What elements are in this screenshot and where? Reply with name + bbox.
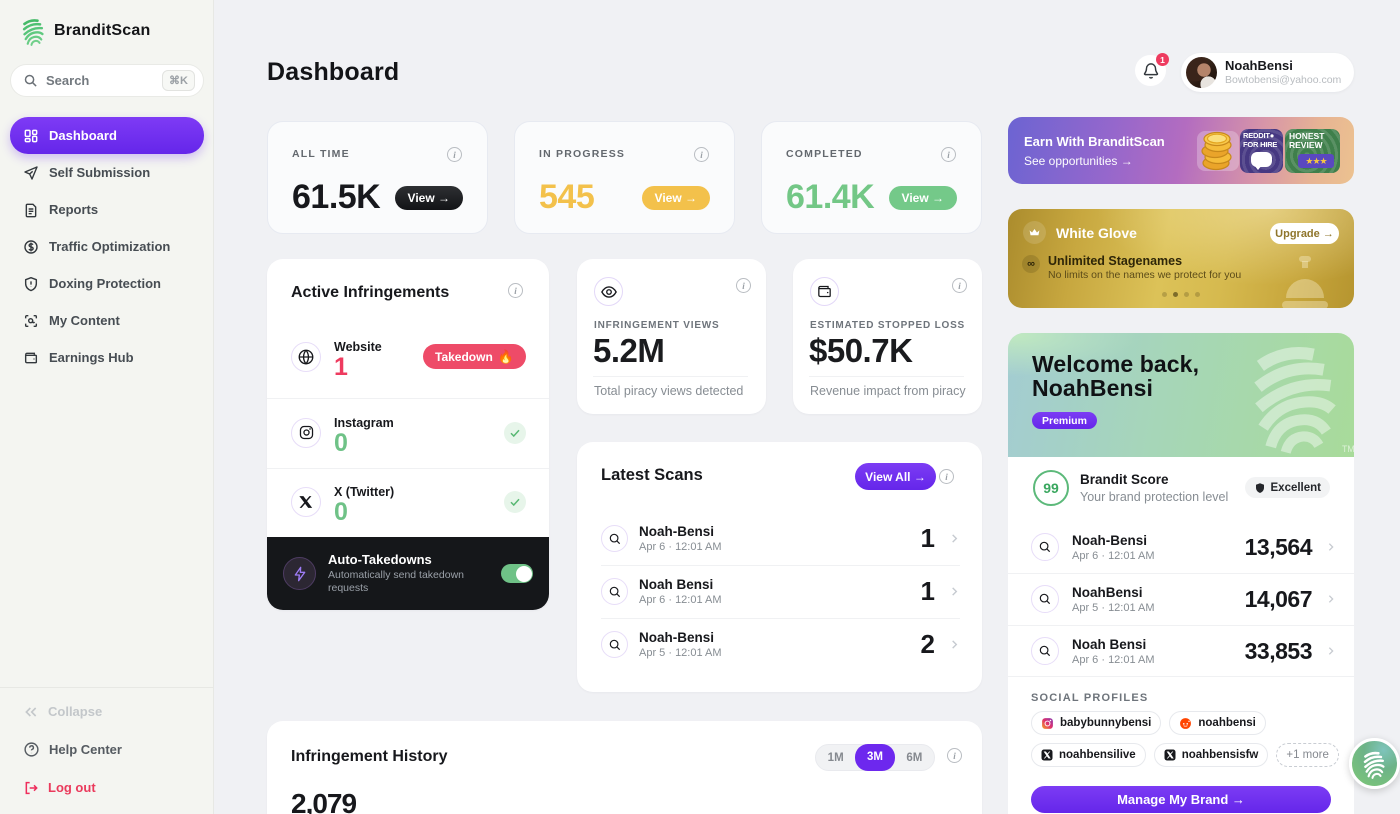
svg-text:TM: TM [1342,444,1354,454]
